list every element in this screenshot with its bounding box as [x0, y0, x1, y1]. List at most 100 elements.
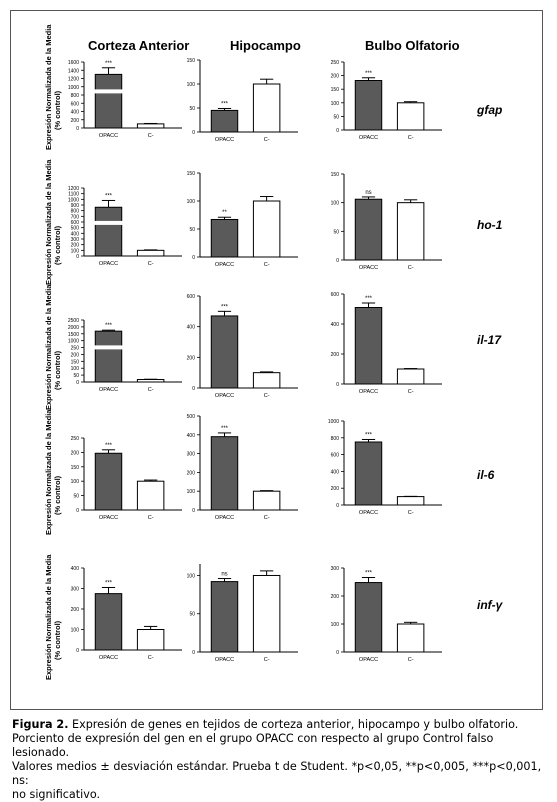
y-tick-label-9-4: 200: [71, 450, 80, 456]
x-tick-label-10-1: C-: [264, 515, 270, 521]
axis-break-3: [94, 220, 123, 225]
y-tick-label-8-2: 400: [331, 322, 340, 328]
y-tick-label-6-7: 1500: [68, 332, 79, 338]
bar-C--4: [252, 200, 281, 258]
y-tick-label-0-6: 1200: [68, 77, 79, 83]
y-tick-label-3-3: 300: [71, 237, 80, 243]
x-tick-label-14-1: C-: [408, 657, 414, 663]
y-tick-label-14-3: 300: [331, 566, 340, 572]
y-tick-label-3-2: 200: [71, 243, 80, 249]
figure-caption: Figura 2. Expresión de genes en tejidos …: [12, 718, 547, 802]
y-tick-label-4-3: 150: [187, 171, 196, 177]
y-tick-label-5-0: 0: [336, 258, 339, 264]
bar-C--1: [252, 83, 281, 133]
y-tick-label-6-4: 200: [71, 352, 80, 358]
y-tick-label-3-4: 400: [71, 231, 80, 237]
y-tick-label-14-0: 0: [336, 650, 339, 656]
significance-label-1: ***: [221, 101, 229, 107]
x-tick-label-10-0: OPACC: [215, 515, 234, 521]
y-tick-label-0-8: 1600: [68, 60, 79, 66]
significance-label-6: ***: [105, 323, 113, 329]
bar-C--13: [252, 574, 281, 653]
y-tick-label-2-0: 0: [336, 128, 339, 134]
gene-label-il-6: il-6: [477, 468, 495, 482]
y-tick-label-0-0: 0: [76, 126, 79, 132]
y-tick-label-9-0: 0: [76, 508, 79, 514]
y-tick-label-3-9: 900: [71, 203, 80, 209]
y-tick-label-10-4: 400: [187, 433, 196, 439]
bar-C--5: [396, 202, 425, 261]
bar-OPACC-4: [210, 218, 239, 258]
y-tick-label-6-8: 2000: [68, 325, 79, 331]
x-tick-label-7-0: OPACC: [215, 393, 234, 399]
axis-break-0: [94, 89, 123, 94]
x-tick-label-3-0: OPACC: [99, 261, 118, 267]
y-tick-label-6-0: 0: [76, 380, 79, 386]
y-tick-label-7-2: 400: [187, 325, 196, 331]
bar-OPACC-10: [210, 436, 239, 511]
y-tick-label-14-2: 200: [331, 594, 340, 600]
y-tick-label-8-3: 600: [331, 292, 340, 298]
bar-C--9: [136, 480, 165, 511]
caption-line-3: Valores medios ± desviación estándar. Pr…: [12, 760, 542, 787]
gene-label-ho-1: ho-1: [477, 218, 503, 232]
y-tick-label-10-1: 100: [187, 489, 196, 495]
y-tick-label-12-2: 200: [71, 607, 80, 613]
x-tick-label-6-0: OPACC: [99, 387, 118, 393]
y-tick-label-4-2: 100: [187, 199, 196, 205]
y-tick-label-2-1: 50: [333, 114, 339, 120]
x-tick-label-2-1: C-: [408, 135, 414, 141]
significance-label-4: **: [222, 210, 227, 216]
column-title-hipocampo: Hipocampo: [230, 38, 301, 53]
caption-line-2: Porciento de expresión del gen en el gru…: [12, 732, 494, 759]
axis-break-6: [94, 345, 123, 350]
bar-OPACC-1: [210, 109, 239, 133]
y-tick-label-9-5: 250: [71, 436, 80, 442]
bar-C--14: [396, 623, 425, 653]
significance-label-0: ***: [105, 61, 113, 67]
x-tick-label-3-1: C-: [148, 261, 154, 267]
y-tick-label-11-2: 400: [331, 469, 340, 475]
significance-label-2: ***: [365, 71, 373, 77]
x-tick-label-5-1: C-: [408, 265, 414, 271]
y-tick-label-14-1: 100: [331, 622, 340, 628]
y-tick-label-9-3: 150: [71, 465, 80, 471]
y-tick-label-13-1: 50: [189, 612, 195, 618]
gene-label-inf-gamma: inf-γ: [477, 598, 503, 612]
x-tick-label-0-0: OPACC: [99, 133, 118, 139]
y-tick-label-5-1: 50: [333, 229, 339, 235]
x-tick-label-8-0: OPACC: [359, 389, 378, 395]
significance-label-7: ***: [221, 304, 229, 310]
bar-OPACC-3: [94, 206, 123, 257]
y-tick-label-11-0: 0: [336, 503, 339, 509]
x-tick-label-12-0: OPACC: [99, 655, 118, 661]
x-tick-label-4-0: OPACC: [215, 262, 234, 268]
significance-label-5: ns: [365, 190, 371, 196]
y-tick-label-2-4: 200: [331, 74, 340, 80]
bar-OPACC-5: [354, 198, 383, 261]
y-tick-label-6-6: 1000: [68, 339, 79, 345]
bar-OPACC-6: [94, 330, 123, 383]
x-tick-label-0-1: C-: [148, 133, 154, 139]
y-tick-label-3-6: 600: [71, 220, 80, 226]
column-title-bulbo: Bulbo Olfatorio: [365, 38, 460, 53]
x-tick-label-11-0: OPACC: [359, 510, 378, 516]
bar-OPACC-2: [354, 79, 383, 131]
y-tick-label-4-0: 0: [192, 255, 195, 261]
y-tick-label-0-3: 600: [71, 101, 80, 107]
y-tick-label-13-0: 0: [192, 650, 195, 656]
y-tick-label-12-1: 100: [71, 628, 80, 634]
x-tick-label-9-0: OPACC: [99, 515, 118, 521]
y-tick-label-6-5: 250: [71, 346, 80, 352]
y-tick-label-12-4: 400: [71, 566, 80, 572]
x-tick-label-6-1: C-: [148, 387, 154, 393]
column-title-corteza: Corteza Anterior: [88, 38, 190, 53]
y-tick-label-9-1: 50: [73, 494, 79, 500]
caption-line-1: Expresión de genes en tejidos de corteza…: [72, 718, 519, 731]
x-tick-label-5-0: OPACC: [359, 265, 378, 271]
x-tick-label-8-1: C-: [408, 389, 414, 395]
y-tick-label-6-9: 2500: [68, 318, 79, 324]
bar-C--8: [396, 368, 425, 385]
significance-label-14: ***: [365, 571, 373, 577]
